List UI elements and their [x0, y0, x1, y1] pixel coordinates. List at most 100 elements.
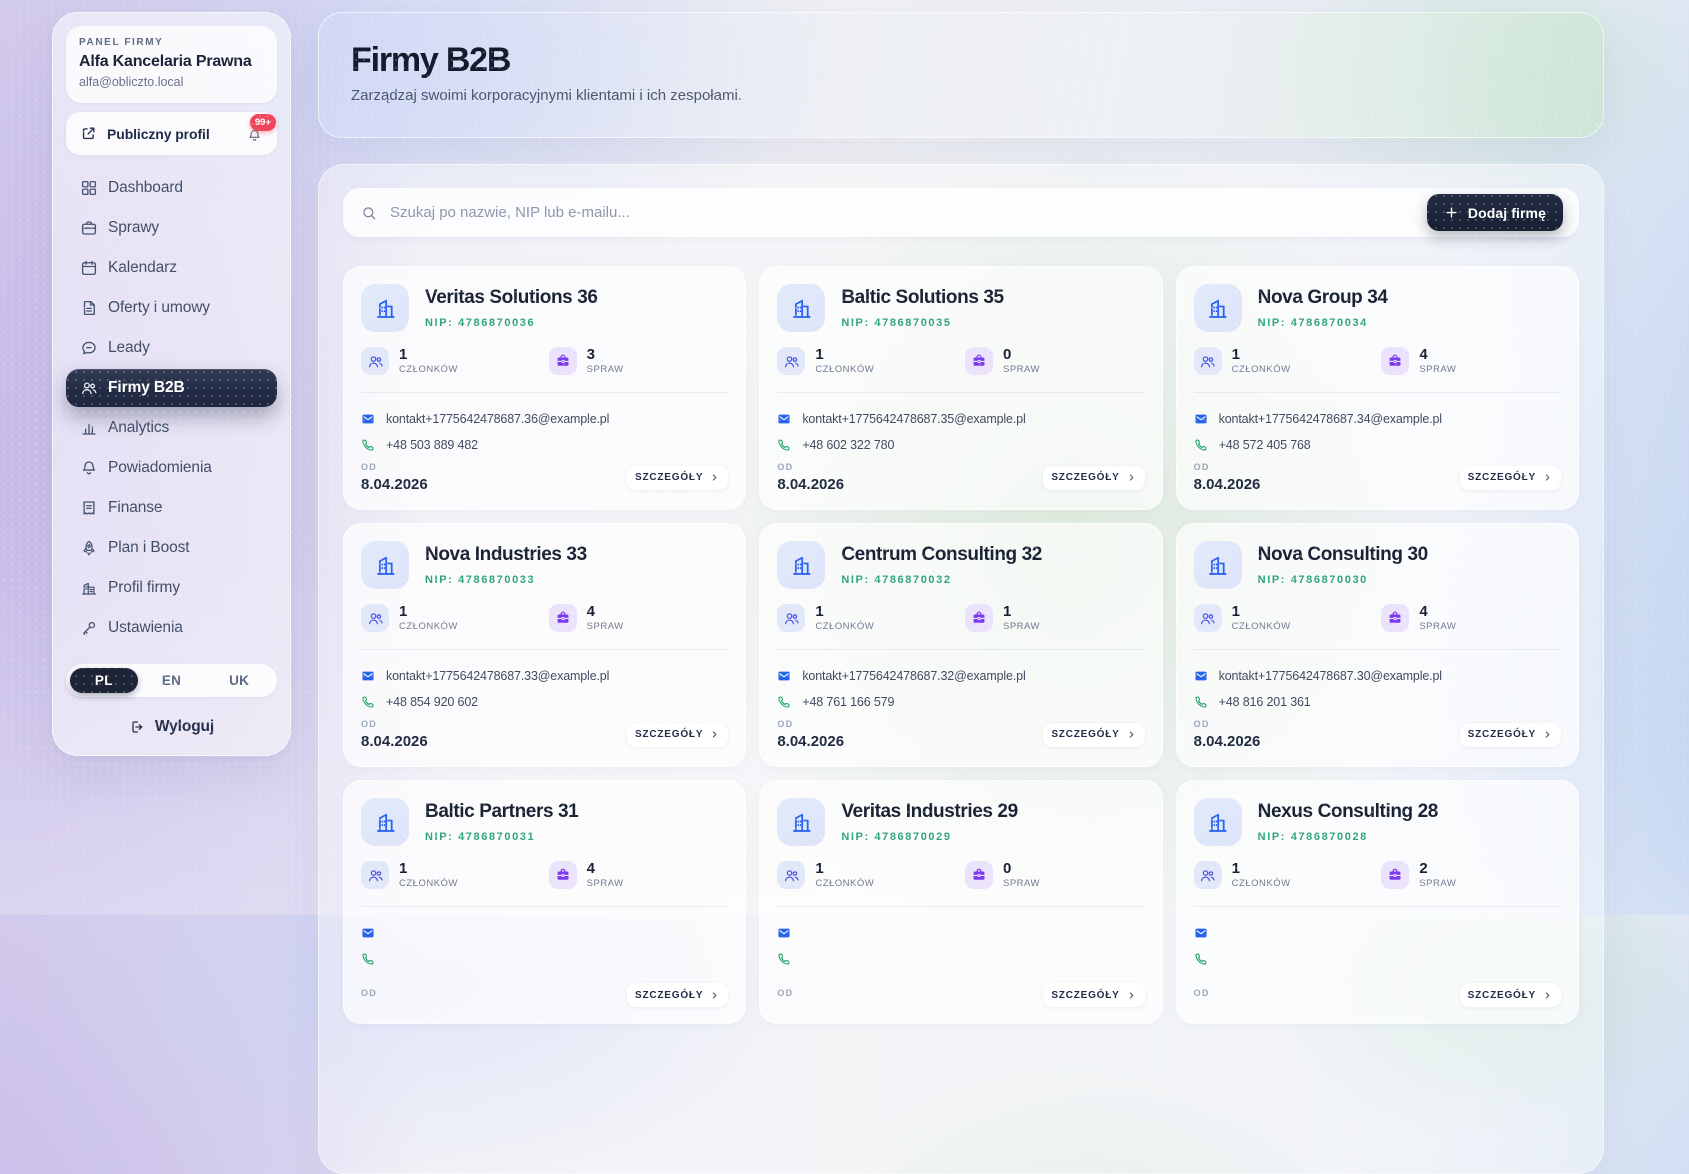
- logout-button[interactable]: Wyloguj: [66, 712, 277, 742]
- company-name: Baltic Partners 31: [425, 801, 579, 822]
- company-phone: +48 602 322 780: [802, 437, 895, 452]
- since-label: OD: [361, 719, 378, 729]
- members-label: CZŁONKÓW: [815, 621, 875, 632]
- email-row: kontakt+1775642478687.36@example.pl: [361, 409, 728, 428]
- briefcase-icon: [971, 867, 987, 883]
- sidebar-item-dashboard[interactable]: Dashboard: [66, 168, 277, 208]
- company-nip: NIP: 4786870028: [1258, 831, 1438, 843]
- phone-row: [361, 949, 728, 968]
- cases-icon-box: [1381, 861, 1410, 889]
- search-input[interactable]: Szukaj po nazwie, NIP lub e-mailu...: [390, 204, 630, 221]
- company-nip: NIP: 4786870035: [841, 317, 1003, 329]
- members-label: CZŁONKÓW: [1231, 364, 1291, 375]
- cases-stat: 4 SPRAW: [1381, 604, 1561, 632]
- search-bar[interactable]: Szukaj po nazwie, NIP lub e-mailu... Dod…: [343, 188, 1579, 237]
- company-card: Nova Consulting 30 NIP: 4786870030 1 CZŁ…: [1175, 523, 1579, 767]
- email-row: [361, 923, 728, 942]
- details-button[interactable]: SZCZEGÓŁY: [1459, 983, 1561, 1007]
- card-divider: [361, 392, 729, 393]
- public-profile-button[interactable]: Publiczny profil 99+: [66, 112, 277, 155]
- sidebar-item-label: Plan i Boost: [108, 539, 190, 556]
- phone-row: +48 602 322 780: [777, 435, 1144, 454]
- company-card: Nexus Consulting 28 NIP: 4786870028 1 CZ…: [1175, 780, 1579, 1024]
- phone-row: +48 854 920 602: [361, 692, 728, 711]
- briefcase-icon: [971, 610, 987, 626]
- sidebar-item-profil-firmy[interactable]: Profil firmy: [66, 568, 277, 608]
- company-nip: NIP: 4786870031: [425, 831, 578, 843]
- members-count: 1: [815, 603, 824, 620]
- details-button[interactable]: SZCZEGÓŁY: [627, 465, 729, 490]
- card-footer: OD 8.04.2026 SZCZEGÓŁY: [777, 719, 1145, 750]
- company-card: Nova Industries 33 NIP: 4786870033 1 CZŁ…: [343, 523, 747, 767]
- since-label: OD: [361, 988, 378, 998]
- sidebar-item-firmy-b2b[interactable]: Firmy B2B: [66, 369, 277, 407]
- details-button[interactable]: SZCZEGÓŁY: [1043, 983, 1145, 1007]
- nip-value: 4786870033: [458, 574, 536, 586]
- sidebar-item-powiadomienia[interactable]: Powiadomienia: [66, 448, 277, 488]
- company-logo: [361, 798, 409, 846]
- since-label: OD: [777, 719, 794, 729]
- cases-label: SPRAW: [1002, 878, 1040, 889]
- company-card-head: Nova Consulting 30 NIP: 4786870030: [1193, 541, 1561, 589]
- email-row: kontakt+1775642478687.32@example.pl: [777, 666, 1144, 685]
- since-date: 8.04.2026: [361, 733, 428, 750]
- language-en[interactable]: EN: [161, 673, 182, 688]
- sidebar-item-ustawienia[interactable]: Ustawienia: [66, 608, 277, 648]
- company-card: Veritas Industries 29 NIP: 4786870029 1 …: [759, 780, 1163, 1024]
- account-email: alfa@obliczto.local: [79, 75, 184, 89]
- details-button[interactable]: SZCZEGÓŁY: [1043, 722, 1145, 747]
- members-label: CZŁONKÓW: [1231, 621, 1291, 632]
- details-button[interactable]: SZCZEGÓŁY: [1043, 465, 1145, 490]
- mail-icon: [777, 412, 791, 426]
- mail-icon: [1194, 669, 1208, 683]
- external-link-icon: [80, 125, 97, 142]
- details-button[interactable]: SZCZEGÓŁY: [1459, 722, 1561, 747]
- company-card-head: Veritas Solutions 36 NIP: 4786870036: [361, 284, 728, 332]
- building-icon: [372, 809, 399, 836]
- sidebar-item-finanse[interactable]: Finanse: [66, 488, 277, 528]
- sidebar-item-leady[interactable]: Leady: [66, 328, 277, 368]
- members-stat: 1 CZŁONKÓW: [361, 861, 541, 889]
- nip-value: 4786870028: [1290, 831, 1368, 843]
- sidebar-item-oferty-i-umowy[interactable]: Oferty i umowy: [66, 288, 277, 328]
- details-button[interactable]: SZCZEGÓŁY: [627, 722, 729, 747]
- sidebar-item-label: Powiadomienia: [108, 459, 212, 476]
- email-row: kontakt+1775642478687.34@example.pl: [1194, 409, 1561, 428]
- members-stat: 1 CZŁONKÓW: [361, 604, 541, 632]
- email-row: kontakt+1775642478687.35@example.pl: [777, 409, 1144, 428]
- cases-stat: 4 SPRAW: [548, 861, 729, 889]
- company-logo: [777, 541, 826, 589]
- building-icon: [1204, 809, 1231, 836]
- sidebar-item-sprawy[interactable]: Sprawy: [66, 208, 277, 248]
- language-pl[interactable]: PL: [70, 668, 138, 693]
- email-row: kontakt+1775642478687.33@example.pl: [361, 666, 728, 685]
- details-label: SZCZEGÓŁY: [1467, 989, 1536, 1001]
- public-profile-label: Publiczny profil: [107, 125, 210, 142]
- briefcase-icon: [1387, 610, 1403, 626]
- language-uk[interactable]: UK: [229, 673, 250, 688]
- company-email: kontakt+1775642478687.35@example.pl: [802, 411, 1026, 426]
- cases-stat: 3 SPRAW: [548, 347, 729, 375]
- sidebar-item-plan-i-boost[interactable]: Plan i Boost: [66, 528, 277, 568]
- details-button[interactable]: SZCZEGÓŁY: [627, 983, 729, 1007]
- cases-label: SPRAW: [586, 364, 624, 375]
- phone-row: +48 761 166 579: [777, 692, 1144, 711]
- briefcase-icon: [1387, 867, 1403, 883]
- company-stats: 1 CZŁONKÓW 4 SPRAW: [1193, 346, 1561, 375]
- since-date: 8.04.2026: [1193, 476, 1261, 493]
- page-subtitle: Zarządzaj swoimi korporacyjnymi klientam…: [351, 87, 742, 104]
- card-divider: [1193, 649, 1561, 650]
- company-logo: [361, 284, 409, 332]
- add-company-button[interactable]: Dodaj firmę: [1426, 194, 1563, 231]
- phone-icon: [777, 438, 791, 452]
- details-button[interactable]: SZCZEGÓŁY: [1459, 465, 1561, 490]
- members-label: CZŁONKÓW: [399, 621, 458, 632]
- page-title: Firmy B2B: [351, 41, 511, 79]
- cases-icon-box: [964, 347, 993, 375]
- sidebar-item-analytics[interactable]: Analytics: [66, 408, 277, 448]
- since-date: 8.04.2026: [777, 733, 845, 750]
- building-icon: [788, 295, 815, 322]
- cases-count: 4: [1419, 346, 1428, 363]
- phone-row: +48 816 201 361: [1194, 692, 1561, 711]
- sidebar-item-kalendarz[interactable]: Kalendarz: [66, 248, 277, 288]
